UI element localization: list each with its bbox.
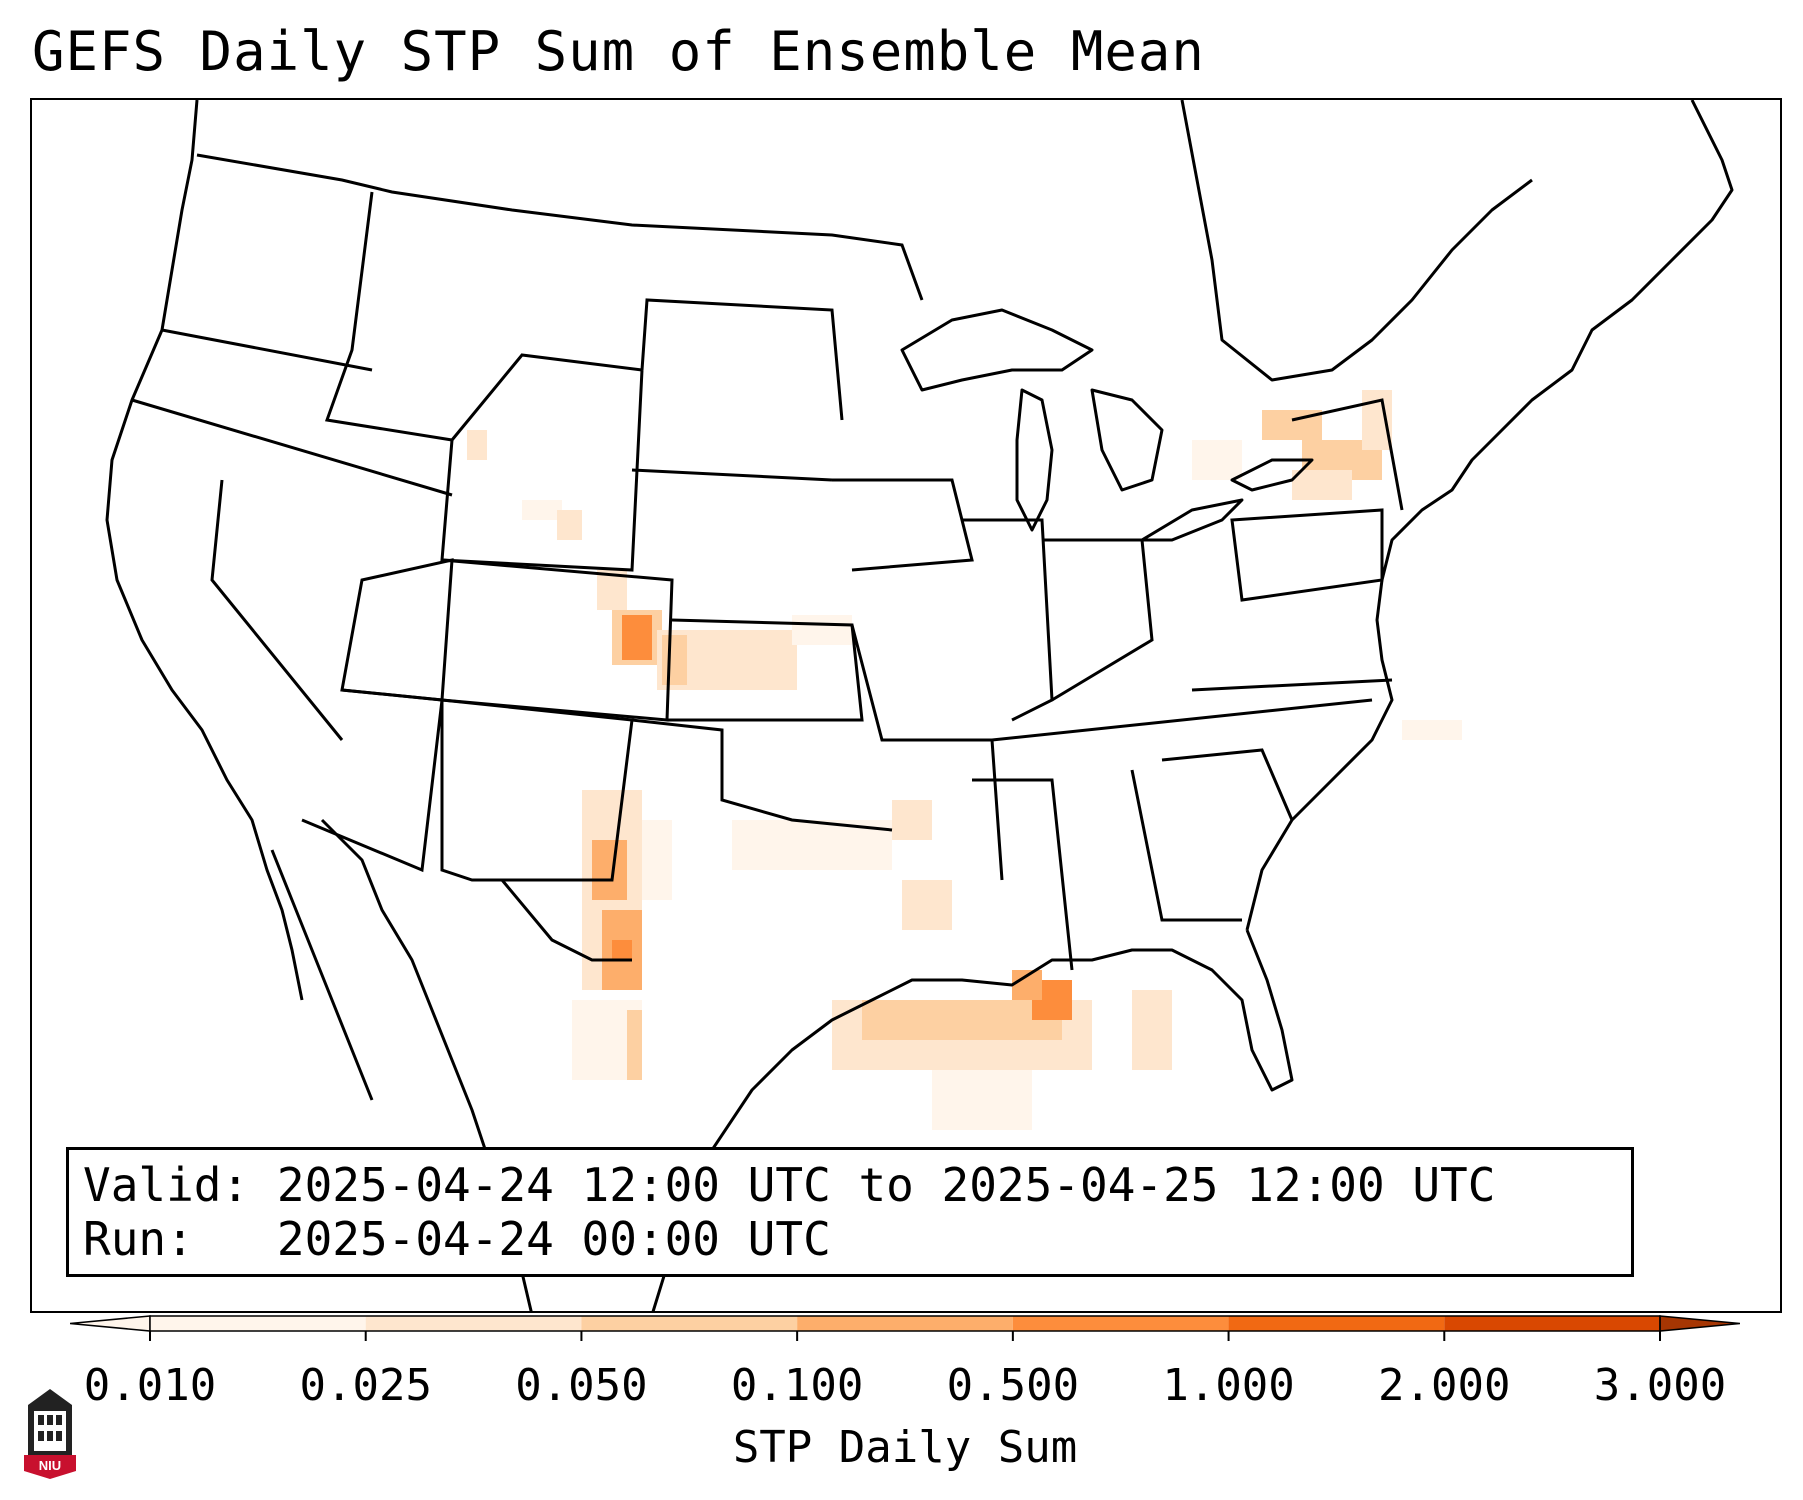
colorbar-tick-label: 3.000	[1593, 1360, 1727, 1411]
stp-cell	[662, 635, 687, 685]
stp-cell	[792, 615, 852, 645]
sd-ne	[631, 468, 833, 482]
wy-box	[440, 369, 644, 572]
svg-text:NIU: NIU	[39, 1458, 61, 1473]
colorbar-extend-max	[1659, 1315, 1740, 1332]
lake-erie	[1140, 498, 1244, 542]
colorbar-tick-label: 0.025	[299, 1360, 432, 1411]
colorbar-label: STP Daily Sum	[732, 1422, 1078, 1473]
colorbar-extend-min	[70, 1315, 151, 1332]
map-title: GEFS Daily STP Sum of Ensemble Mean	[32, 20, 1205, 83]
stp-cell	[1362, 390, 1392, 450]
stp-cell	[622, 615, 652, 660]
colorbar-tick-label: 2.000	[1378, 1360, 1511, 1411]
colorbar-outline	[149, 1315, 1661, 1332]
coastlines	[105, 100, 1734, 1311]
stp-cell	[862, 1000, 1062, 1040]
west-coast	[105, 100, 304, 1001]
us-map	[105, 100, 1734, 1311]
nd-sd	[640, 298, 844, 421]
colorbar-segment	[365, 1316, 582, 1331]
stp-cell	[592, 840, 627, 900]
co-box	[441, 558, 674, 722]
colorbar-tick-label: 0.500	[946, 1360, 1080, 1411]
ks	[667, 618, 864, 722]
colorbar-tick-label: 0.050	[515, 1360, 648, 1411]
stp-cell	[892, 800, 932, 840]
colorbar-segment	[1012, 1316, 1229, 1331]
colorbar-segment	[1444, 1316, 1660, 1331]
ny	[1291, 398, 1404, 511]
ok-tx	[631, 718, 893, 832]
canada-border	[196, 153, 924, 301]
tx-west	[498, 878, 632, 962]
oh-ky	[1042, 538, 1154, 702]
valid-run-box: Valid: 2025-04-24 12:00 UTC to 2025-04-2…	[66, 1147, 1634, 1277]
state-borders	[131, 153, 1404, 971]
east-coast	[1245, 100, 1734, 931]
va-nc	[1191, 678, 1393, 692]
stp-cell	[642, 820, 672, 900]
stp-cell	[1192, 440, 1242, 480]
id-mt	[324, 191, 453, 442]
lake-huron	[1090, 388, 1164, 492]
colorbar-segment	[797, 1316, 1013, 1331]
stp-cell	[1132, 990, 1172, 1070]
map-panel	[30, 98, 1782, 1313]
colorbar-segment	[581, 1316, 798, 1331]
stp-cell	[612, 940, 632, 960]
colorbar-tick-label: 0.010	[83, 1360, 217, 1411]
stp-cell	[522, 500, 562, 520]
stp-cell	[1292, 470, 1352, 500]
pa-box	[1230, 508, 1384, 602]
run-label: Run:	[83, 1212, 194, 1266]
mo-ar	[850, 624, 1004, 881]
valid-label: Valid:	[83, 1158, 250, 1212]
ia-mn	[832, 478, 974, 572]
al-ga	[1130, 769, 1242, 922]
stp-cell	[467, 430, 487, 460]
ut-co	[340, 558, 454, 702]
stp-shading	[467, 390, 1462, 1130]
wa-or	[161, 328, 373, 372]
lake-ontario	[1230, 458, 1314, 492]
stp-cell	[1402, 720, 1462, 740]
il-in	[962, 518, 1054, 722]
ca-nv	[210, 479, 344, 741]
colorbar-tick-label: 1.000	[1162, 1360, 1295, 1411]
or-ca-nv	[131, 398, 453, 497]
az	[301, 688, 444, 873]
stp-cell	[932, 1070, 1032, 1130]
valid-line: Valid: 2025-04-24 12:00 UTC to 2025-04-2…	[83, 1158, 1617, 1212]
tn	[991, 698, 1373, 742]
lake-superior	[900, 308, 1094, 392]
colorbar-segment	[150, 1316, 366, 1331]
ga-sc	[1161, 748, 1294, 821]
mt-wy	[450, 353, 643, 441]
ms-al	[972, 778, 1074, 971]
run-line: Run: 2025-04-24 00:00 UTC	[83, 1212, 1617, 1266]
valid-text: 2025-04-24 12:00 UTC to 2025-04-25 12:00…	[276, 1158, 1496, 1212]
stp-cell	[902, 880, 952, 930]
colorbar-tick-label: 0.100	[730, 1360, 864, 1411]
baja	[270, 849, 374, 1101]
lake-michigan	[1015, 388, 1054, 532]
stp-cell	[627, 1010, 642, 1080]
canada-east	[1180, 100, 1533, 382]
run-text: 2025-04-24 00:00 UTC	[276, 1212, 831, 1266]
stp-cell	[557, 510, 582, 540]
niu-logo: NIU	[24, 1389, 76, 1479]
colorbar-segment	[1228, 1316, 1445, 1331]
colorbar	[70, 1315, 1740, 1341]
